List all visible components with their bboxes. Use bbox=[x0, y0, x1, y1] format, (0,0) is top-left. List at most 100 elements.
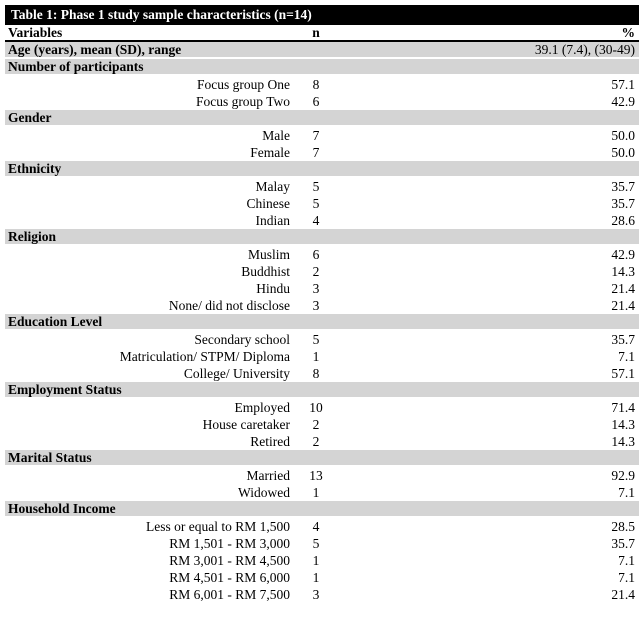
row-label: Focus group Two bbox=[195, 94, 290, 109]
row-percent-value: 21.4 bbox=[611, 587, 635, 602]
section-row: Number of participants bbox=[5, 59, 639, 76]
section-value bbox=[61, 161, 639, 176]
row-percent-value: 7.1 bbox=[618, 553, 635, 568]
row-n-value: 4 bbox=[312, 519, 320, 534]
row-percent-value: 35.7 bbox=[611, 179, 635, 194]
row-percent-value: 14.3 bbox=[611, 434, 635, 449]
section-label: Household Income bbox=[8, 501, 116, 516]
row-label: Hindu bbox=[256, 281, 290, 296]
row-label: RM 4,501 - RM 6,000 bbox=[169, 570, 290, 585]
row-n-value: 1 bbox=[312, 553, 320, 568]
summary-row: Age (years), mean (SD), range 39.1 (7.4)… bbox=[5, 42, 639, 59]
row-percent-value: 50.0 bbox=[611, 128, 635, 143]
column-header-percent: % bbox=[621, 25, 636, 40]
section-value bbox=[116, 501, 639, 516]
row-n-value: 2 bbox=[312, 434, 320, 449]
row-percent-value: 7.1 bbox=[618, 349, 635, 364]
table-row: Married 13 92.9 bbox=[5, 467, 639, 484]
row-percent-value: 35.7 bbox=[611, 536, 635, 551]
section-value bbox=[92, 450, 639, 465]
row-percent-value: 14.3 bbox=[611, 417, 635, 432]
row-label: Indian bbox=[255, 213, 291, 228]
section-row: Gender bbox=[5, 110, 639, 127]
table-row: None/ did not disclose 3 21.4 bbox=[5, 297, 639, 314]
row-label: Employed bbox=[234, 400, 291, 415]
row-percent-value: 42.9 bbox=[611, 247, 635, 262]
row-n-value: 10 bbox=[309, 400, 323, 415]
row-percent-value: 7.1 bbox=[618, 570, 635, 585]
row-percent-value: 35.7 bbox=[611, 332, 635, 347]
row-n-value: 3 bbox=[312, 587, 320, 602]
table-title: Table 1: Phase 1 study sample characteri… bbox=[11, 7, 312, 22]
row-n-value: 5 bbox=[312, 196, 320, 211]
row-label: RM 3,001 - RM 4,500 bbox=[169, 553, 290, 568]
section-value bbox=[52, 110, 640, 125]
row-label: College/ University bbox=[183, 366, 290, 381]
section-label: Employment Status bbox=[8, 382, 122, 397]
section-value bbox=[122, 382, 639, 397]
table-row: Less or equal to RM 1,500 4 28.5 bbox=[5, 518, 639, 535]
row-n-value: 6 bbox=[312, 247, 320, 262]
table-row: Widowed 1 7.1 bbox=[5, 484, 639, 501]
row-label: Malay bbox=[255, 179, 291, 194]
row-n-value: 1 bbox=[312, 570, 320, 585]
row-percent-value: 28.6 bbox=[611, 213, 635, 228]
row-label: Retired bbox=[250, 434, 290, 449]
row-percent-value: 21.4 bbox=[611, 298, 635, 313]
section-value bbox=[102, 314, 639, 329]
table-row: Hindu 3 21.4 bbox=[5, 280, 639, 297]
row-label: House caretaker bbox=[202, 417, 290, 432]
row-percent-value: 28.5 bbox=[611, 519, 635, 534]
row-percent-value: 50.0 bbox=[611, 145, 635, 160]
table-row: Buddhist 2 14.3 bbox=[5, 263, 639, 280]
row-n-value: 3 bbox=[312, 281, 320, 296]
table-row: RM 6,001 - RM 7,500 3 21.4 bbox=[5, 586, 639, 603]
table-row: House caretaker 2 14.3 bbox=[5, 416, 639, 433]
table-row: Focus group Two 6 42.9 bbox=[5, 93, 639, 110]
section-row: Household Income bbox=[5, 501, 639, 518]
section-row: Employment Status bbox=[5, 382, 639, 399]
section-label: Ethnicity bbox=[8, 161, 62, 176]
study-characteristics-table: Table 1: Phase 1 study sample characteri… bbox=[5, 5, 639, 603]
row-percent-value: 21.4 bbox=[611, 281, 635, 296]
row-n-value: 7 bbox=[312, 128, 320, 143]
row-percent-value: 7.1 bbox=[618, 485, 635, 500]
row-percent-value: 42.9 bbox=[611, 94, 635, 109]
row-label: RM 1,501 - RM 3,000 bbox=[169, 536, 290, 551]
table-title-bar: Table 1: Phase 1 study sample characteri… bbox=[5, 5, 639, 25]
table-row: Malay 5 35.7 bbox=[5, 178, 639, 195]
row-n-value: 5 bbox=[312, 179, 320, 194]
row-label: Secondary school bbox=[194, 332, 290, 347]
row-n-value: 3 bbox=[312, 298, 320, 313]
row-label: Muslim bbox=[247, 247, 290, 262]
row-label: Female bbox=[250, 145, 290, 160]
row-label: Male bbox=[262, 128, 290, 143]
row-label: Chinese bbox=[246, 196, 291, 211]
table-row: Matriculation/ STPM/ Diploma 1 7.1 bbox=[5, 348, 639, 365]
section-label: Age (years), mean (SD), range bbox=[8, 42, 182, 57]
row-percent-value: 57.1 bbox=[611, 77, 635, 92]
row-n-value: 8 bbox=[312, 77, 320, 92]
row-label: Married bbox=[246, 468, 290, 483]
table-row: RM 1,501 - RM 3,000 5 35.7 bbox=[5, 535, 639, 552]
row-n-value: 13 bbox=[309, 468, 323, 483]
row-label: RM 6,001 - RM 7,500 bbox=[169, 587, 290, 602]
column-header-variables: Variables bbox=[8, 25, 63, 40]
table-row: RM 3,001 - RM 4,500 1 7.1 bbox=[5, 552, 639, 569]
column-header-n: n bbox=[312, 25, 320, 40]
section-value bbox=[144, 59, 639, 74]
section-label: Marital Status bbox=[8, 450, 92, 465]
table-body: Age (years), mean (SD), range 39.1 (7.4)… bbox=[5, 42, 639, 603]
row-label: Focus group One bbox=[197, 77, 290, 92]
row-n-value: 7 bbox=[312, 145, 320, 160]
table-row: College/ University 8 57.1 bbox=[5, 365, 639, 382]
row-label: None/ did not disclose bbox=[168, 298, 290, 313]
section-row: Education Level bbox=[5, 314, 639, 331]
section-row: Religion bbox=[5, 229, 639, 246]
row-percent-value: 35.7 bbox=[611, 196, 635, 211]
row-percent-value: 57.1 bbox=[611, 366, 635, 381]
row-label: Less or equal to RM 1,500 bbox=[146, 519, 290, 534]
row-percent-value: 92.9 bbox=[611, 468, 635, 483]
row-n-value: 1 bbox=[312, 349, 320, 364]
